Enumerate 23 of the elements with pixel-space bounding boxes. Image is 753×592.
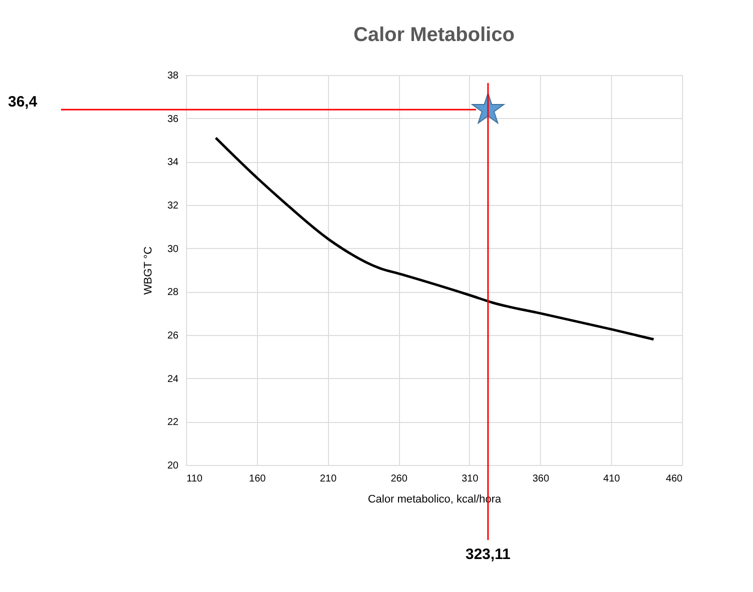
- x-tick-label: 410: [603, 474, 620, 484]
- y-tick-label: 38: [167, 70, 179, 82]
- y-tick-label: 34: [167, 157, 179, 168]
- x-tick-label: 210: [320, 474, 337, 484]
- y-tick-label: 26: [167, 330, 179, 342]
- y-tick-label: 20: [167, 460, 179, 472]
- x-tick-label: 360: [532, 474, 550, 484]
- y-tick-label: 36: [167, 114, 179, 125]
- y-tick-label: 32: [167, 200, 179, 212]
- ref-line-label: 36,4: [8, 94, 38, 111]
- y-tick-label: 22: [167, 417, 179, 428]
- y-axis-title: WBGT °C: [142, 246, 154, 295]
- chart-title: Calor Metabolico: [353, 24, 515, 46]
- x-tick-label: 260: [390, 474, 408, 484]
- line-series: [214, 136, 655, 341]
- x-tick-label: 110: [186, 474, 203, 484]
- ref-line-label: 323,11: [465, 546, 511, 563]
- y-tick-label: 30: [167, 244, 179, 255]
- y-tick-label: 28: [167, 287, 179, 298]
- x-tick-label: 460: [666, 474, 683, 484]
- x-tick-label: 310: [462, 474, 479, 484]
- x-tick-label: 160: [249, 474, 266, 484]
- y-tick-label: 24: [167, 374, 179, 385]
